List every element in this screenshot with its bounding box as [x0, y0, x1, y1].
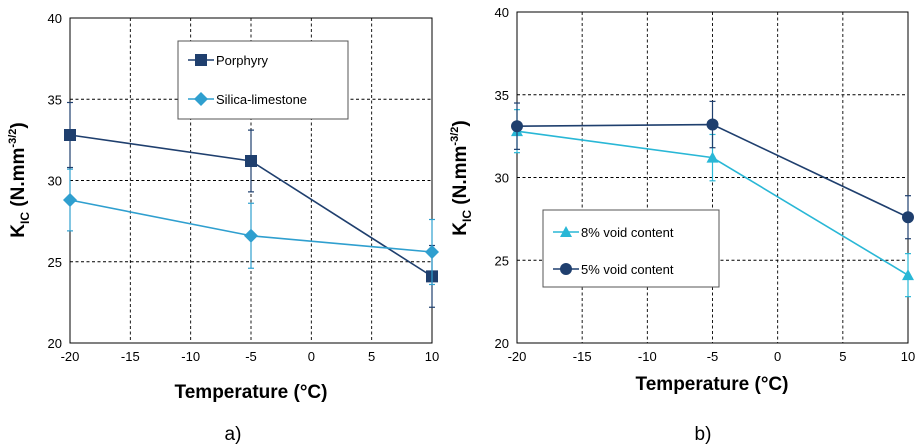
- legend-label: Porphyry: [216, 53, 269, 68]
- plot-frame: [516, 11, 909, 344]
- y-tick-label: 30: [495, 171, 509, 186]
- y-tick-label: 35: [48, 92, 62, 107]
- legend-label: 8% void content: [581, 225, 674, 240]
- y-tick-label: 25: [48, 255, 62, 270]
- legend-box: [542, 209, 720, 288]
- x-axis-label: Temperature (°C): [636, 374, 789, 395]
- series-5-void-content: [511, 100, 914, 240]
- data-point: [902, 269, 914, 281]
- y-tick-label: 40: [48, 11, 62, 26]
- y-tick-label: 40: [495, 5, 509, 20]
- x-tick-label: -10: [181, 349, 200, 364]
- x-tick-label: 10: [425, 349, 439, 364]
- x-tick-label: -20: [508, 349, 527, 364]
- data-point: [64, 129, 76, 141]
- x-tick-label: -20: [61, 349, 80, 364]
- y-tick-label: 35: [495, 88, 509, 103]
- series-silica-limestone: [63, 168, 439, 286]
- x-tick-label: -5: [245, 349, 257, 364]
- data-point: [902, 211, 914, 224]
- x-tick-label: 0: [308, 349, 315, 364]
- y-tick-label: 20: [495, 336, 509, 351]
- legend-marker: [560, 263, 572, 275]
- x-axis-label: Temperature (°C): [175, 382, 328, 403]
- y-axis-label: KIC (N.mm-3/2): [449, 120, 474, 235]
- panel-label: a): [225, 424, 242, 445]
- y-tick-label: 30: [48, 174, 62, 189]
- legend: Porphyry Silica-limestone: [177, 40, 349, 120]
- y-axis-label: KIC (N.mm-3/2): [7, 122, 32, 237]
- x-tick-label: 0: [774, 349, 781, 364]
- legend-marker: [195, 54, 207, 66]
- data-point: [706, 118, 719, 131]
- data-point: [63, 193, 77, 207]
- legend-marker: [194, 92, 208, 106]
- x-tick-label: 10: [901, 349, 915, 364]
- chart-panel-a: -20 -15 -10 -5 0 5 10 20 25 30 35 40 Temperature (°C…: [7, 11, 439, 445]
- legend-label: Silica-limestone: [216, 92, 307, 107]
- legend-marker: [560, 226, 572, 237]
- x-tick-label: -10: [638, 349, 657, 364]
- chart-panel-b: -20 -15 -10 -5 0 5 10 20 25 30 35 40 Temperature (°C…: [449, 5, 915, 445]
- x-tick-label: 5: [839, 349, 846, 364]
- panel-label: b): [695, 424, 712, 445]
- data-point: [425, 245, 439, 259]
- data-point: [511, 120, 523, 133]
- x-tick-label: -15: [121, 349, 140, 364]
- legend-label: 5% void content: [581, 262, 674, 277]
- data-point: [706, 151, 719, 163]
- y-tick-label: 20: [48, 336, 62, 351]
- x-tick-label: -5: [707, 349, 719, 364]
- legend: 8% void content 5% void content: [542, 209, 720, 288]
- data-point: [244, 228, 258, 243]
- x-tick-label: 5: [368, 349, 375, 364]
- data-point: [245, 155, 257, 167]
- y-tick-label: 25: [495, 253, 509, 268]
- x-tick-label: -15: [573, 349, 592, 364]
